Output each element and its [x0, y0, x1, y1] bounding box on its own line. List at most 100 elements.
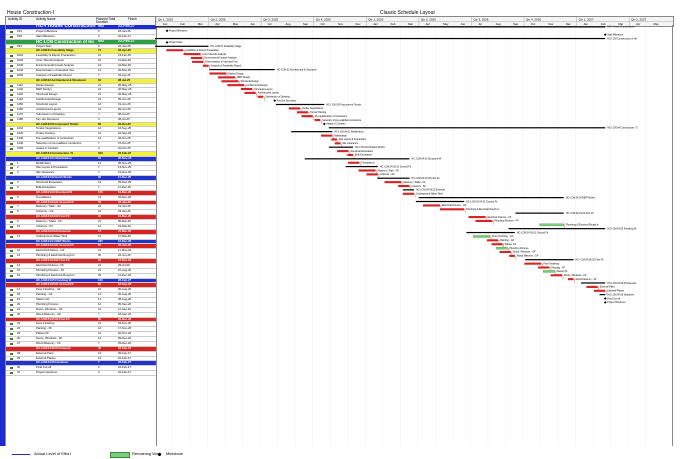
activity-row[interactable]: 11 Underground Water Tank 14 27-Mar-26 — [6, 235, 156, 240]
activity-row[interactable]: 1030 Environmental Impact Analysis 14 24-Ma… — [6, 64, 156, 69]
wbs-row[interactable]: HC-I.CM.04.01 Mobilization 51 05-Nov-25 — [6, 156, 156, 162]
activity-finish: 17-Nov-26 — [118, 327, 132, 331]
activity-icon — [10, 104, 13, 106]
activity-row[interactable]: 13 Plumbing & Electrical Rough-in 30 22-Jun… — [6, 254, 156, 259]
col-header-duration[interactable]: Planned Total Duration — [96, 17, 116, 25]
activity-row[interactable]: 1020 Cost / Benefit Analysis 21 21-Mar-25 — [6, 59, 156, 64]
summary-bar — [209, 68, 275, 71]
project-title: House Construction-I — [7, 10, 54, 16]
activity-icon — [10, 113, 13, 116]
activity-row[interactable]: 26 Doors, Windows - FF 14 09-Dec-26 — [6, 337, 156, 342]
activity-row[interactable]: P10 Project Milestone 0 22-Jan-25 — [6, 30, 156, 35]
activity-row[interactable]: 5 Bulk Excavation 7 11-Dec-25 — [6, 186, 156, 191]
activity-bar — [384, 181, 402, 184]
activity-name: HC-I.CM.04.04 MEP Works — [36, 239, 71, 243]
activity-row[interactable]: 12 Electrical Fixtures - GF 21 11-May-26 — [6, 249, 156, 255]
activity-row[interactable]: 1130 Structural Design 21 26-May-25 — [6, 93, 156, 99]
bar-label: Electrical Fixtures - FF — [487, 216, 511, 219]
activity-row[interactable]: 1240 Selection of pre-qualified contracto… — [6, 142, 156, 147]
activity-row[interactable]: 1180 Key Hot Decisions 0 28-Jul-25 — [6, 118, 156, 123]
activity-row[interactable]: 4 Structural Excavation 14 03-Dec-25 — [6, 181, 156, 186]
wbs-row[interactable]: HC-I.CM.04.03.02 First Flr 40 19-Mar-26 — [6, 215, 156, 220]
activity-row[interactable]: 15 Plumbing Fixtures - FF 21 10-Aug-26 — [6, 269, 156, 274]
activity-row[interactable]: 1170 Submission of Drawing 7 08-Jul-25 — [6, 113, 156, 118]
activity-row[interactable]: 1160 Architectural Layout 14 25-Jun-25 — [6, 108, 156, 113]
activity-name: Final Cut-off — [36, 366, 52, 370]
activity-row[interactable]: 1050 Analysis of Feasibility Report 7 04-Ap… — [6, 74, 156, 79]
activity-row[interactable]: 1220 Tender Posting 14 24-Sep-25 — [6, 132, 156, 138]
activity-row[interactable]: 28 External Paint 14 09-Feb-27 — [6, 352, 156, 357]
wbs-row[interactable]: HC-I.CM.04.05.01 Ground Flr 60 18-Sep-26 — [6, 283, 156, 289]
activity-icon — [10, 274, 13, 277]
wbs-row[interactable]: HC-I.CM.04.05 Finishing W 120 22-Feb-27 — [6, 278, 156, 284]
wbs-row[interactable]: HC-I.CM.04.05.02 First Flr 60 29-Dec-26 — [6, 317, 156, 323]
wbs-row[interactable]: HC-I.CM.02 Architectural & Structural 81 2… — [6, 78, 156, 84]
wbs-row[interactable]: HC-I.CM.04.02 Earth Works 30 11-Dec-25 — [6, 176, 156, 181]
activity-name: Structural Design — [36, 93, 58, 97]
wbs-row[interactable]: HC-I.CM.03 Procurement Tender 60 22-Oct-25 — [6, 122, 156, 128]
activity-bar — [499, 250, 511, 254]
activity-row[interactable]: 29 External Plaster 14 22-Feb-27 — [6, 357, 156, 362]
activity-row[interactable]: 2 Site Layout & Preparation 7 13-Nov-25 — [6, 166, 156, 172]
activity-row[interactable]: 21 Doors, Windows - GF 14 11-Sep-26 — [6, 308, 156, 313]
wbs-row[interactable]: HC-I.CM.04.05.03 External 30 22-Feb-27 — [6, 346, 156, 352]
activity-name: HC-I.CM.03 Procurement Tender — [36, 122, 79, 126]
activity-row[interactable]: 1140 Architectural Design 21 05-Jun-25 — [6, 98, 156, 103]
wbs-row[interactable]: HC-I.CM.04.03 Structural W 130 19-Mar-26 — [6, 190, 156, 196]
gantt-chart[interactable]: HC-I House Construction-I Project Milesto… — [155, 25, 673, 446]
wbs-row[interactable]: HC-I.CM.04.04 MEP Works 180 12-Dec-26 — [6, 239, 156, 245]
activity-row[interactable]: 27 Wood Masonry - FF 7 29-Dec-26 — [6, 342, 156, 347]
bar-label: Project Handover — [607, 301, 626, 304]
activity-row[interactable]: 22 Wood Masonry - GF 7 18-Sep-26 — [6, 313, 156, 318]
activity-row[interactable]: P10 Project Start 0 22-Jan-25 — [6, 45, 156, 50]
activity-duration: 14 — [98, 298, 102, 301]
activity-row[interactable]: 6 Foundations 14 22-Dec-25 — [6, 196, 156, 201]
activity-row[interactable]: 1040 Determination of Intended Use 14 26-Ma… — [6, 69, 156, 74]
activity-bar — [337, 150, 349, 153]
activity-id: 26 — [17, 337, 21, 340]
activity-row[interactable]: 8 Columns - GF 14 23-Jan-26 — [6, 210, 156, 216]
wbs-row[interactable]: HC-I.CM.01 Feasibility Stage 71 04-Apr-25 — [6, 49, 156, 55]
wbs-row[interactable]: HC-I House Construction-I 592 22-Feb-27 — [6, 25, 156, 30]
activity-row[interactable]: 20 Plumbing Fixtures 14 05-Sep-26 — [6, 303, 156, 308]
activity-row[interactable]: 30 Final Cut-off 0 22-Feb-27 — [6, 366, 156, 372]
activity-row[interactable]: 10 Columns - FF 14 19-Mar-26 — [6, 225, 156, 230]
activity-row[interactable]: 7 Masonry / Slab - GF 21 19-Jan-26 — [6, 205, 156, 211]
activity-row[interactable]: 1230 Pre-qualification of contractors 14 02… — [6, 137, 156, 142]
activity-row[interactable]: P20 Start Milestone 0 22-Feb-27 — [6, 35, 156, 40]
wbs-row[interactable]: HC-I.CM.04.04.01 Ground Flr 60 22-Jun-26 — [6, 244, 156, 250]
month-label: Nov — [548, 22, 554, 26]
activity-row[interactable]: 3 Site Clearance 7 19-Nov-25 — [6, 171, 156, 177]
wbs-row[interactable]: HC-I.CM.04.03.03 External 14 27-Mar-26 — [6, 229, 156, 235]
activity-row[interactable]: 1150 Structural Layout 14 19-Jun-25 — [6, 103, 156, 108]
col-header-finish[interactable]: Finish — [128, 17, 137, 21]
activity-row[interactable]: 1120 MEP Design 21 20-May-25 — [6, 88, 156, 94]
activity-row[interactable]: 17 Floor Finishing - GF 21 06-Aug-26 — [6, 288, 156, 294]
activity-row[interactable]: 1010 Feasibility & Report Preparation 21 19… — [6, 54, 156, 60]
wbs-row[interactable]: HC-I.CM.04.03.01 Ground Flr 40 23-Jan-26 — [6, 200, 156, 206]
activity-row[interactable]: 1250 Award of Contract 0 22-Oct-25 — [6, 147, 156, 152]
activity-icon — [10, 89, 13, 92]
wbs-row[interactable]: HC-I.CM.04.04.02 First Flr 60 12-Dec-26 — [6, 259, 156, 264]
activity-row[interactable]: 16 Plumbing & Electrical Rough-in 30 12-Dec… — [6, 274, 156, 279]
activity-row[interactable]: 24 Painting - FF 14 17-Nov-26 — [6, 327, 156, 333]
activity-row[interactable]: 1 Mobilization 14 05-Nov-25 — [6, 162, 156, 167]
activity-row[interactable]: 31 Project Handover 0 22-Feb-27 — [6, 371, 156, 376]
month-label: May — [443, 22, 449, 26]
activity-name: Project Handover — [36, 371, 58, 375]
col-header-id[interactable]: Activity ID — [8, 17, 23, 21]
wbs-row[interactable]: HC-I.CM.04 Construction / S 343 22-Feb-27 — [6, 151, 156, 157]
activity-row[interactable]: 1110 Market Design 21 05-May-25 — [6, 84, 156, 89]
activity-row[interactable]: 14 Electrical Fixtures - FF 21 29-Jul-26 — [6, 264, 156, 269]
activity-row[interactable]: 23 Floor Finishing 21 03-Nov-26 — [6, 322, 156, 328]
activity-row[interactable]: 1210 Tender Negotiations 14 10-Sep-25 — [6, 127, 156, 133]
activity-id: 1110 — [17, 83, 23, 87]
wbs-row[interactable]: HC-I.CM.04.06 Handover 7 22-Feb-27 — [6, 361, 156, 367]
activity-name: Submission of Drawing — [36, 112, 65, 116]
wbs-row[interactable]: HC-I.CM Construction of Ho 592 22-Feb-27 — [6, 39, 156, 45]
activity-row[interactable]: 19 Plaster GF 14 28-Aug-26 — [6, 298, 156, 303]
activity-row[interactable]: 9 Masonry / Slabs - FF 21 05-Mar-26 — [6, 220, 156, 225]
col-header-name[interactable]: Activity Name — [36, 17, 56, 21]
activity-row[interactable]: 25 Plaster FF 14 26-Nov-26 — [6, 332, 156, 337]
activity-row[interactable]: 18 Painting - GF 14 20-Aug-26 — [6, 293, 156, 298]
